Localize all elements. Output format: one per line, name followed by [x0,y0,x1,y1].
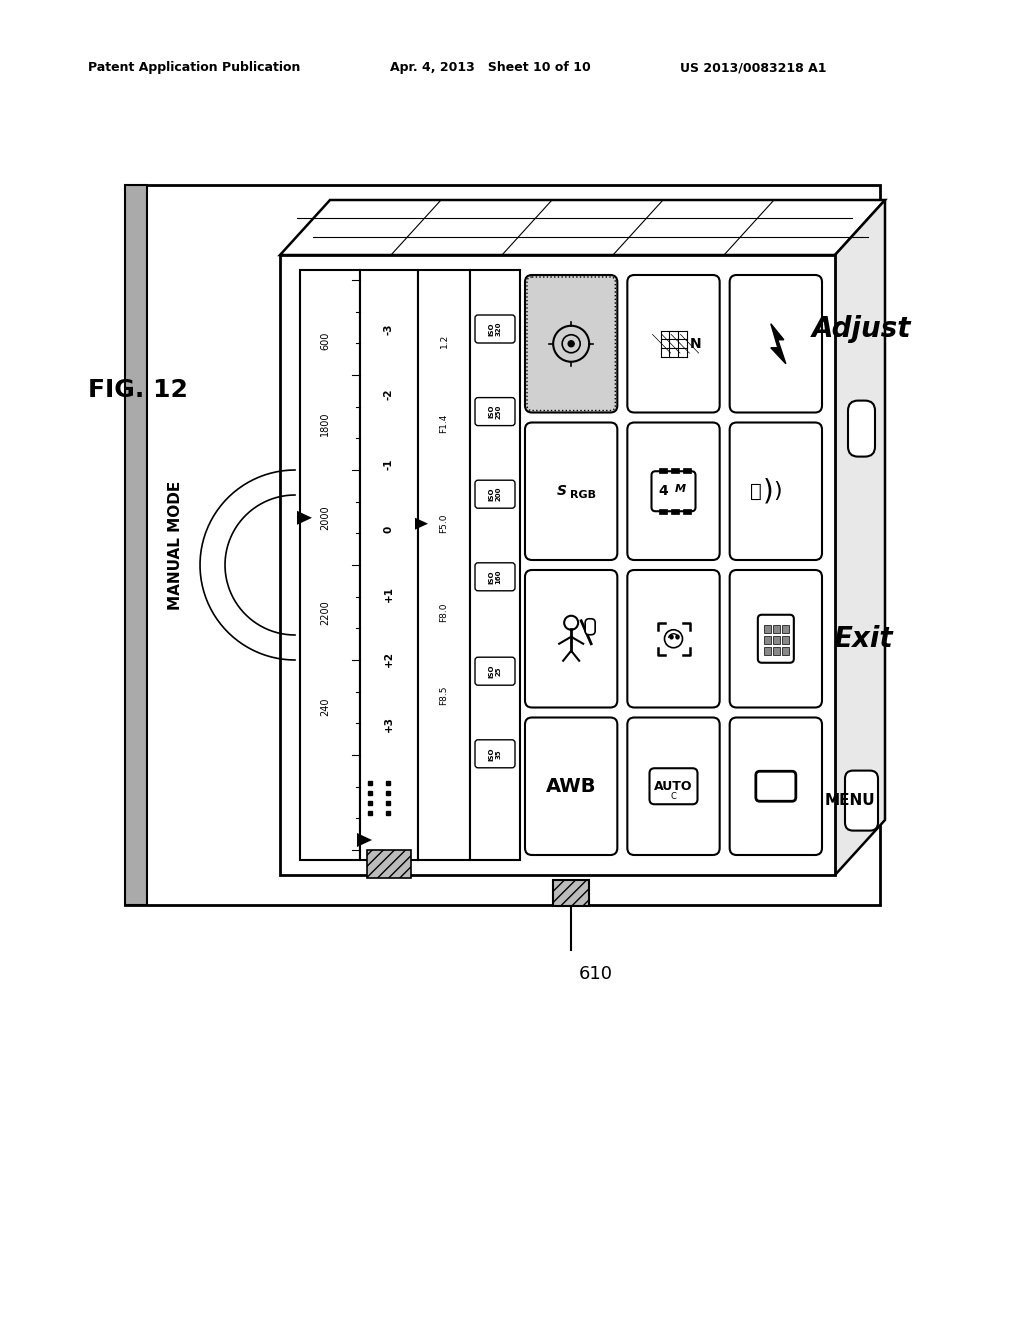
FancyBboxPatch shape [475,480,515,508]
Text: M: M [675,484,686,494]
Text: 2000: 2000 [319,506,330,531]
FancyBboxPatch shape [585,619,595,635]
FancyBboxPatch shape [730,718,822,855]
Bar [125,185,880,906]
Text: 240: 240 [319,697,330,715]
Text: ISO
200: ISO 200 [488,487,502,502]
FancyBboxPatch shape [845,771,878,830]
Bar [671,469,679,474]
Text: F1.4: F1.4 [439,413,449,433]
Bar [764,647,771,655]
Text: 🖐: 🖐 [750,482,762,500]
Text: F8.0: F8.0 [439,602,449,622]
FancyBboxPatch shape [475,315,515,343]
Text: 610: 610 [580,965,613,983]
Text: 600: 600 [319,331,330,350]
Text: ISO
25: ISO 25 [488,664,502,678]
Text: +1: +1 [384,586,394,602]
FancyBboxPatch shape [651,471,695,511]
Bar [764,636,771,644]
FancyBboxPatch shape [525,422,617,560]
FancyBboxPatch shape [628,570,720,708]
Text: ISO
35: ISO 35 [488,747,502,760]
Text: N: N [689,337,701,351]
Text: Exit: Exit [834,626,893,653]
Text: AWB: AWB [546,776,596,796]
Text: US 2013/0083218 A1: US 2013/0083218 A1 [680,62,826,74]
Bar [418,271,470,861]
Polygon shape [297,511,312,525]
Bar [125,185,147,906]
Bar [280,255,835,875]
Text: -2: -2 [384,388,394,400]
Text: 1800: 1800 [319,411,330,436]
Polygon shape [771,323,785,364]
Bar [367,850,411,878]
Text: ISO
320: ISO 320 [488,322,502,337]
Bar [773,647,780,655]
Text: -1: -1 [384,459,394,470]
FancyBboxPatch shape [525,718,617,855]
Bar [658,510,667,515]
Bar [782,624,788,632]
FancyBboxPatch shape [758,615,794,663]
Text: Patent Application Publication: Patent Application Publication [88,62,300,74]
Text: ): ) [763,478,773,506]
FancyBboxPatch shape [848,400,874,457]
Text: MANUAL MODE: MANUAL MODE [168,480,182,610]
FancyBboxPatch shape [475,657,515,685]
Text: AUTO: AUTO [654,780,693,793]
FancyBboxPatch shape [628,422,720,560]
Bar [782,636,788,644]
FancyBboxPatch shape [730,422,822,560]
Text: ISO
160: ISO 160 [488,569,502,583]
Polygon shape [280,201,885,255]
Text: 2200: 2200 [319,599,330,624]
Text: F8.5: F8.5 [439,685,449,705]
Text: MENU: MENU [824,793,874,808]
Polygon shape [835,201,885,875]
Bar [773,636,780,644]
Text: ): ) [773,482,782,502]
Circle shape [568,341,574,347]
Bar [773,624,780,632]
FancyBboxPatch shape [475,397,515,425]
Bar [671,510,679,515]
FancyBboxPatch shape [730,570,822,708]
Text: Adjust: Adjust [812,315,911,343]
Bar [300,271,360,861]
Text: ISO
250: ISO 250 [488,404,502,418]
Bar [782,647,788,655]
Text: 4: 4 [658,484,669,498]
Text: F5.0: F5.0 [439,513,449,533]
Polygon shape [357,833,372,847]
FancyBboxPatch shape [649,768,697,804]
Bar [764,624,771,632]
FancyBboxPatch shape [475,739,515,768]
Text: 0: 0 [384,525,394,533]
Text: +3: +3 [384,717,394,733]
Text: RGB: RGB [570,490,596,500]
FancyBboxPatch shape [525,275,617,412]
Bar [658,469,667,474]
Polygon shape [415,517,428,529]
Text: C: C [671,792,677,801]
FancyBboxPatch shape [475,562,515,591]
FancyBboxPatch shape [730,275,822,412]
FancyBboxPatch shape [628,275,720,412]
Bar [553,880,589,906]
FancyBboxPatch shape [628,718,720,855]
FancyBboxPatch shape [756,771,796,801]
Text: -3: -3 [384,323,394,335]
Text: +2: +2 [384,651,394,668]
Bar [360,271,418,861]
Bar [470,271,520,861]
Bar [683,469,690,474]
Text: FIG. 12: FIG. 12 [88,378,187,403]
Text: 1.2: 1.2 [439,334,449,348]
FancyBboxPatch shape [525,570,617,708]
Text: S: S [557,484,567,498]
Bar [683,510,690,515]
Text: Apr. 4, 2013   Sheet 10 of 10: Apr. 4, 2013 Sheet 10 of 10 [390,62,591,74]
